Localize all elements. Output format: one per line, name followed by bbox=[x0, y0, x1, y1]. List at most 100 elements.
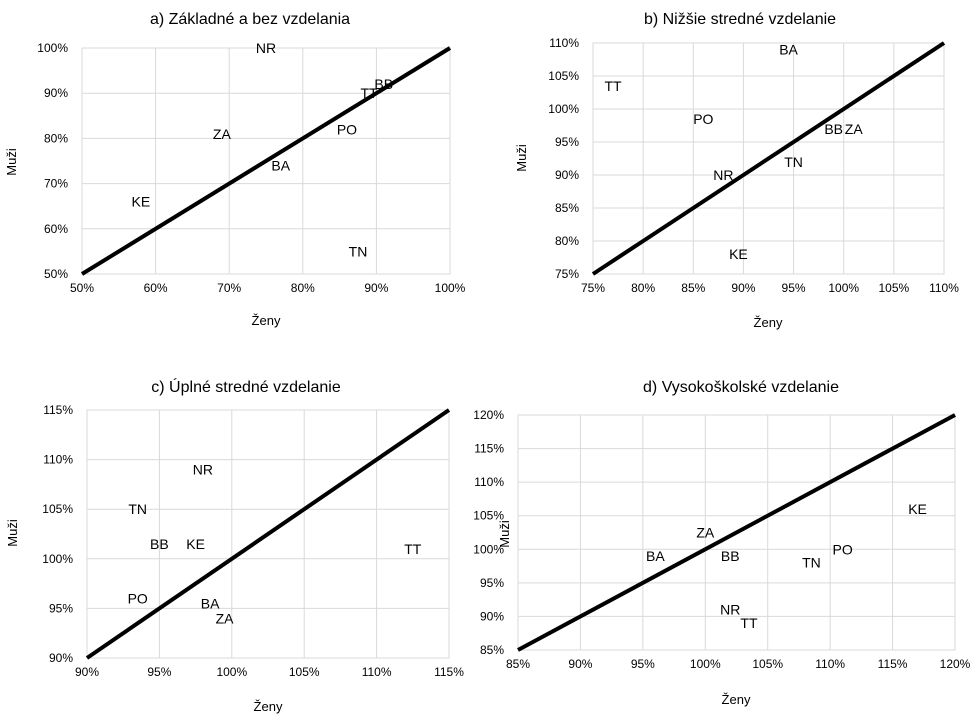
y-axis-label: Muži bbox=[5, 519, 20, 547]
data-point-za: ZA bbox=[216, 610, 235, 626]
x-tick-label: 100% bbox=[828, 281, 859, 295]
reference-line-y-equals-x bbox=[517, 413, 956, 652]
data-point-za: ZA bbox=[696, 525, 715, 541]
y-tick-label: 110% bbox=[549, 36, 579, 50]
y-tick-label: 80% bbox=[555, 234, 579, 248]
y-tick-label: 70% bbox=[44, 177, 68, 191]
x-tick-label: 90% bbox=[731, 281, 755, 295]
chart-panel-1: 50% 60% 70% 80% 90% 100% 50% 60% 70% 80% 90% 100% a)… bbox=[4, 11, 466, 328]
y-axis-label: Muži bbox=[497, 520, 512, 548]
y-tick-label: 90% bbox=[555, 168, 579, 182]
data-point-bb: BB bbox=[374, 76, 393, 92]
y-tick-label: 60% bbox=[44, 222, 68, 236]
y-tick-label: 100% bbox=[37, 41, 68, 55]
y-tick-label: 100% bbox=[548, 102, 579, 116]
y-tick-label: 95% bbox=[555, 135, 579, 149]
y-tick-label: 115% bbox=[474, 442, 504, 456]
data-point-nr: NR bbox=[193, 462, 213, 478]
chart-panel-2: 75% 80% 85% 90% 95% 100% 105% 110% 75% 80% 85% 90% 9… bbox=[514, 11, 959, 330]
x-tick-label: 95% bbox=[631, 657, 655, 671]
chart-title: a) Základné a bez vzdelania bbox=[150, 11, 350, 28]
data-point-ke: KE bbox=[729, 246, 748, 262]
chart-panel-3: 90% 95% 100% 105% 110% 115% 90% 95% 100% 105% 110%… bbox=[5, 377, 464, 714]
data-point-nr: NR bbox=[720, 602, 740, 618]
data-point-tn: TN bbox=[128, 501, 147, 517]
data-point-ba: BA bbox=[201, 595, 220, 611]
chart-panel-4: 85% 90% 95% 100% 105% 110% 115% 120% 85% 90% 95% 10… bbox=[473, 379, 970, 707]
plot-area bbox=[81, 47, 451, 275]
data-point-ke: KE bbox=[908, 501, 927, 517]
x-tick-label: 85% bbox=[506, 657, 530, 671]
y-tick-label: 100% bbox=[42, 552, 73, 566]
data-point-ke: KE bbox=[186, 536, 205, 552]
data-point-ba: BA bbox=[271, 158, 290, 174]
data-point-tt: TT bbox=[360, 85, 378, 101]
x-axis-label: Ženy bbox=[754, 315, 783, 330]
y-tick-label: 110% bbox=[43, 453, 73, 467]
x-tick-label: 100% bbox=[690, 657, 721, 671]
y-tick-label: 90% bbox=[44, 86, 68, 100]
x-tick-label: 105% bbox=[879, 281, 910, 295]
x-tick-label: 110% bbox=[362, 665, 392, 679]
data-point-ke: KE bbox=[132, 194, 151, 210]
x-tick-label: 100% bbox=[216, 665, 247, 679]
x-tick-label: 90% bbox=[75, 665, 99, 679]
x-axis-label: Ženy bbox=[252, 313, 281, 328]
data-point-bb: BB bbox=[824, 121, 843, 137]
x-tick-label: 90% bbox=[364, 281, 388, 295]
reference-line-y-equals-x bbox=[80, 46, 452, 276]
data-point-ba: BA bbox=[646, 548, 665, 564]
x-tick-label: 95% bbox=[782, 281, 806, 295]
data-point-po: PO bbox=[337, 121, 357, 137]
y-tick-label: 120% bbox=[473, 408, 504, 422]
chart-title: c) Úplné stredné vzdelanie bbox=[151, 377, 341, 396]
y-tick-label: 90% bbox=[480, 609, 504, 623]
x-tick-label: 120% bbox=[940, 657, 971, 671]
plot-area bbox=[517, 414, 956, 651]
x-tick-label: 100% bbox=[435, 281, 466, 295]
data-point-tt: TT bbox=[605, 78, 623, 94]
x-tick-label: 50% bbox=[70, 281, 94, 295]
data-point-bb: BB bbox=[721, 548, 740, 564]
data-point-tn: TN bbox=[784, 154, 803, 170]
y-axis-label: Muži bbox=[4, 148, 19, 176]
y-tick-label: 115% bbox=[43, 403, 73, 417]
chart-title: d) Vysokoškolské vzdelanie bbox=[643, 379, 839, 396]
y-axis-label: Muži bbox=[514, 144, 529, 172]
data-point-ba: BA bbox=[779, 42, 798, 58]
reference-line-y-equals-x bbox=[85, 408, 451, 660]
y-tick-label: 105% bbox=[42, 502, 73, 516]
x-tick-label: 95% bbox=[147, 665, 171, 679]
y-tick-label: 100% bbox=[473, 542, 504, 556]
x-tick-label: 60% bbox=[144, 281, 168, 295]
x-tick-label: 105% bbox=[289, 665, 320, 679]
data-point-za: ZA bbox=[213, 126, 232, 142]
data-point-tt: TT bbox=[740, 615, 758, 631]
reference-line-y-equals-x bbox=[591, 41, 946, 276]
plot-area bbox=[592, 42, 945, 275]
data-point-po: PO bbox=[693, 111, 713, 127]
data-point-za: ZA bbox=[845, 121, 864, 137]
y-tick-label: 95% bbox=[480, 576, 504, 590]
x-tick-label: 105% bbox=[752, 657, 783, 671]
chart-title: b) Nižšie stredné vzdelanie bbox=[644, 11, 836, 28]
data-point-nr: NR bbox=[713, 167, 733, 183]
y-tick-label: 85% bbox=[555, 201, 579, 215]
y-tick-label: 110% bbox=[474, 475, 504, 489]
x-tick-label: 85% bbox=[681, 281, 705, 295]
x-axis-label: Ženy bbox=[722, 692, 751, 707]
y-tick-label: 80% bbox=[44, 131, 68, 145]
data-point-bb: BB bbox=[150, 536, 169, 552]
y-tick-label: 85% bbox=[480, 643, 504, 657]
x-tick-label: 80% bbox=[291, 281, 315, 295]
x-axis-label: Ženy bbox=[254, 699, 283, 714]
y-tick-label: 95% bbox=[49, 601, 73, 615]
x-tick-label: 70% bbox=[217, 281, 241, 295]
x-tick-label: 80% bbox=[631, 281, 655, 295]
data-point-po: PO bbox=[833, 541, 853, 557]
x-tick-label: 110% bbox=[929, 281, 959, 295]
x-tick-label: 75% bbox=[581, 281, 605, 295]
y-tick-label: 90% bbox=[49, 651, 73, 665]
x-tick-label: 115% bbox=[434, 665, 464, 679]
